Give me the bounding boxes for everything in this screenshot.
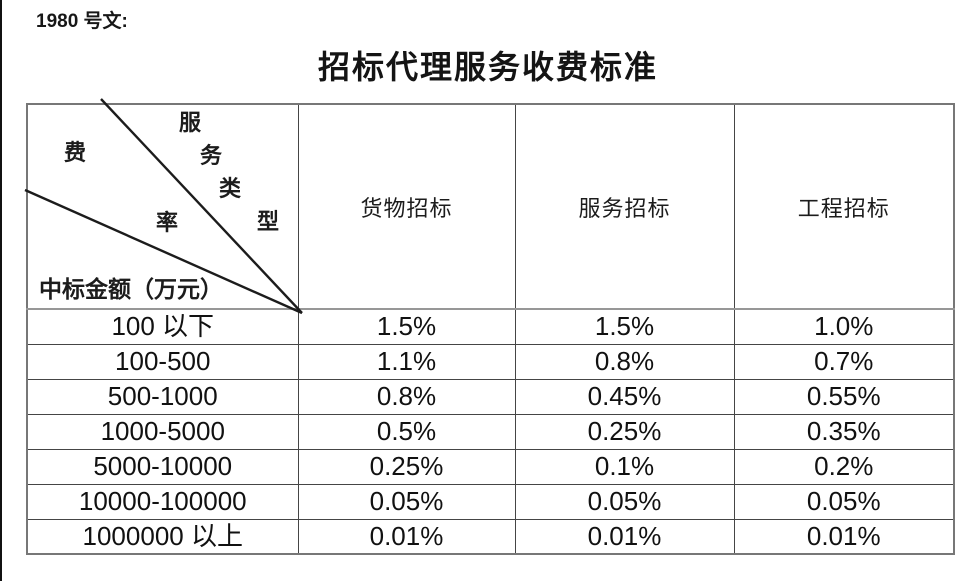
rate-cell: 0.5% [297,413,516,450]
corner-label-rate-char1: 费 [63,140,87,165]
rate-cell: 0.8% [297,378,516,415]
rate-cell: 0.05% [733,483,955,520]
corner-label-amount: 中标金额（万元） [39,276,223,302]
table-row: 500-1000 0.8% 0.45% 0.55% [26,378,955,415]
page-title: 招标代理服务收费标准 [317,49,658,85]
row-range-label: 100 以下 [26,308,299,345]
rate-cell: 1.0% [733,308,955,345]
rate-cell: 0.55% [733,378,955,415]
rate-cell: 0.05% [297,483,516,520]
rate-cell: 0.2% [733,448,955,485]
rate-cell: 1.1% [297,343,516,380]
rate-cell: 0.7% [733,343,955,380]
rate-cell: 0.35% [733,413,955,450]
rate-cell: 0.25% [297,448,516,485]
doc-reference: 1980 号文: [36,11,128,32]
table-row: 1000000 以上 0.01% 0.01% 0.01% [26,518,955,555]
row-range-label: 10000-100000 [26,483,299,520]
scan-edge-artifact [0,0,2,581]
table-row: 100-500 1.1% 0.8% 0.7% [26,343,955,380]
column-header-service: 服务招标 [514,103,735,310]
row-range-label: 100-500 [26,343,299,380]
diagonal-divider-lines [24,98,303,315]
column-header-engineering: 工程招标 [733,103,955,310]
row-range-label: 5000-10000 [26,448,299,485]
rate-cell: 0.01% [297,518,516,555]
row-range-label: 1000-5000 [26,413,299,450]
rate-cell: 0.25% [514,413,735,450]
rate-cell: 0.01% [514,518,735,555]
corner-label-rate-char2: 率 [155,210,179,235]
fee-standard-table: 服 务 类 型 费 率 中标金额（万元） 货物招标 服务招标 工程招标 100 … [24,98,955,555]
rate-cell: 0.1% [514,448,735,485]
corner-label-service-char1: 服 [178,110,202,135]
table-header-row: 服 务 类 型 费 率 中标金额（万元） 货物招标 服务招标 工程招标 [24,98,955,315]
table-row: 1000-5000 0.5% 0.25% 0.35% [26,413,955,450]
rate-cell: 0.01% [733,518,955,555]
table-row: 100 以下 1.5% 1.5% 1.0% [26,308,955,345]
table-row: 5000-10000 0.25% 0.1% 0.2% [26,448,955,485]
row-range-label: 1000000 以上 [26,518,299,555]
rate-cell: 0.8% [514,343,735,380]
corner-label-service-char4: 型 [256,209,280,234]
table-corner-cell: 服 务 类 型 费 率 中标金额（万元） [24,98,303,315]
rate-cell: 1.5% [297,308,516,345]
corner-label-service-char2: 务 [199,143,223,168]
table-row: 10000-100000 0.05% 0.05% 0.05% [26,483,955,520]
column-header-goods: 货物招标 [297,103,516,310]
row-range-label: 500-1000 [26,378,299,415]
rate-cell: 1.5% [514,308,735,345]
rate-cell: 0.05% [514,483,735,520]
rate-cell: 0.45% [514,378,735,415]
corner-label-service-char3: 类 [218,176,242,201]
